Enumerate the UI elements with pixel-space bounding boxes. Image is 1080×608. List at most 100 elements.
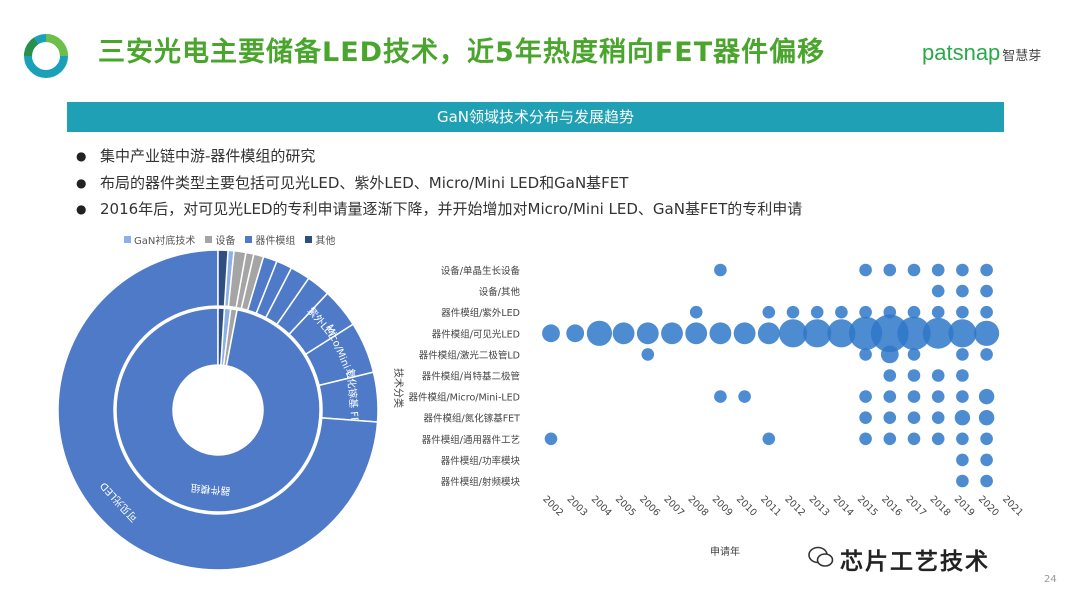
legend-label: 器件模组 <box>255 236 296 247</box>
bubble <box>956 474 969 488</box>
y-axis-label: 技术分类 <box>392 368 405 408</box>
bullet-item: 2016年后，对可见光LED的专利申请量逐渐下降，并开始增加对Micro/Min… <box>76 199 802 226</box>
x-tick-label: 2014 <box>831 494 856 519</box>
bubble <box>980 263 993 277</box>
bubble <box>980 474 993 488</box>
x-tick-label: 2015 <box>855 494 880 519</box>
y-tick-label: 器件模组/可见光LED <box>432 328 520 340</box>
bubble <box>897 316 931 350</box>
logo-icon <box>23 34 68 78</box>
bubble <box>931 369 945 382</box>
bubble <box>566 324 585 343</box>
watermark: 芯片工艺技术 <box>808 542 990 576</box>
wechat-icon <box>808 546 834 567</box>
page-title: 三安光电主要储备LED技术，近5年热度稍向FET器件偏移 <box>98 37 826 68</box>
bubble <box>810 305 824 319</box>
bubble <box>733 322 756 345</box>
brand-name: patsnap <box>922 40 1001 65</box>
bubble <box>883 369 897 382</box>
legend-label: 设备 <box>215 236 236 247</box>
bubble <box>956 263 969 277</box>
x-tick-label: 2009 <box>710 494 735 519</box>
bubble <box>956 453 969 467</box>
bubble <box>956 432 969 446</box>
bullet-item: 集中产业链中游-器件模组的研究 <box>76 146 802 173</box>
legend-item: GaN衬底技术 <box>124 232 195 247</box>
bubble <box>956 369 969 382</box>
bubble <box>883 432 897 446</box>
legend-item: 设备 <box>205 232 235 247</box>
legend-swatch <box>305 236 313 243</box>
x-tick-label: 2019 <box>952 494 977 519</box>
legend-label: 其他 <box>315 236 336 247</box>
bubble <box>778 319 808 348</box>
bubble <box>980 453 993 467</box>
page-number: 24 <box>1044 574 1057 585</box>
y-tick-label: 器件模组/氮化镓基FET <box>424 413 521 425</box>
bubble <box>757 322 780 345</box>
bubble <box>956 284 969 298</box>
bubble <box>870 314 909 353</box>
bubble <box>980 348 993 361</box>
x-tick-label: 2003 <box>565 494 590 519</box>
x-tick-label: 2008 <box>686 494 711 519</box>
bubble <box>685 322 708 345</box>
bubble <box>931 411 945 425</box>
bullet-item: 布局的器件类型主要包括可见光LED、紫外LED、Micro/Mini LED和G… <box>76 173 802 200</box>
bubble <box>636 322 659 345</box>
x-tick-label: 2007 <box>661 494 686 519</box>
x-tick-label: 2018 <box>928 494 953 519</box>
donut-outer-slice <box>217 249 229 308</box>
bubble <box>956 348 969 361</box>
bubble <box>786 305 800 319</box>
donut-inner-label: 器件模组 <box>190 481 231 498</box>
donut-outer-slice <box>57 249 379 571</box>
watermark-text: 芯片工艺技术 <box>840 549 990 575</box>
bubble <box>827 319 856 348</box>
y-tick-label: 设备/其他 <box>479 286 521 298</box>
bubble <box>980 432 993 446</box>
bullet-list: 集中产业链中游-器件模组的研究 布局的器件类型主要包括可见光LED、紫外LED、… <box>76 146 802 226</box>
bubble <box>803 319 832 348</box>
x-tick-label: 2005 <box>613 494 638 519</box>
legend-item: 器件模组 <box>245 232 295 247</box>
bubble <box>542 324 560 343</box>
bubble <box>907 348 921 361</box>
x-tick-label: 2016 <box>879 494 904 519</box>
bubble <box>738 390 751 403</box>
bubble <box>859 390 872 403</box>
bubble <box>859 263 872 277</box>
x-tick-label: 2013 <box>807 494 832 519</box>
legend-swatch <box>245 236 253 243</box>
bubble <box>956 390 969 403</box>
bubble <box>907 305 921 319</box>
bubble <box>931 263 945 277</box>
bubble <box>859 432 872 446</box>
x-tick-label: 2010 <box>734 494 759 519</box>
bubble <box>978 388 995 405</box>
bubble <box>689 305 703 319</box>
bubble <box>907 432 921 446</box>
legend-item: 其他 <box>305 232 335 247</box>
donut-inner-slice <box>115 307 321 513</box>
legend-label: GaN衬底技术 <box>134 236 196 247</box>
bubble <box>907 263 921 277</box>
bubble <box>980 284 993 298</box>
bubble <box>883 263 897 277</box>
bubble <box>612 322 635 345</box>
donut-legend: GaN衬底技术 设备 器件模组 其他 <box>124 232 335 247</box>
bubble <box>931 305 945 319</box>
bubble <box>641 348 655 361</box>
x-tick-label: 2020 <box>976 494 1001 519</box>
bubble <box>859 305 872 319</box>
donut-inner-slice <box>217 307 226 366</box>
bubble <box>883 390 897 403</box>
bubble <box>907 390 921 403</box>
x-axis-label: 申请年 <box>710 545 740 558</box>
x-tick-label: 2017 <box>903 494 928 519</box>
bubble <box>859 348 872 361</box>
x-tick-label: 2002 <box>540 494 565 519</box>
bubble <box>586 320 613 346</box>
y-tick-label: 器件模组/Micro/Mini-LED <box>408 392 520 404</box>
